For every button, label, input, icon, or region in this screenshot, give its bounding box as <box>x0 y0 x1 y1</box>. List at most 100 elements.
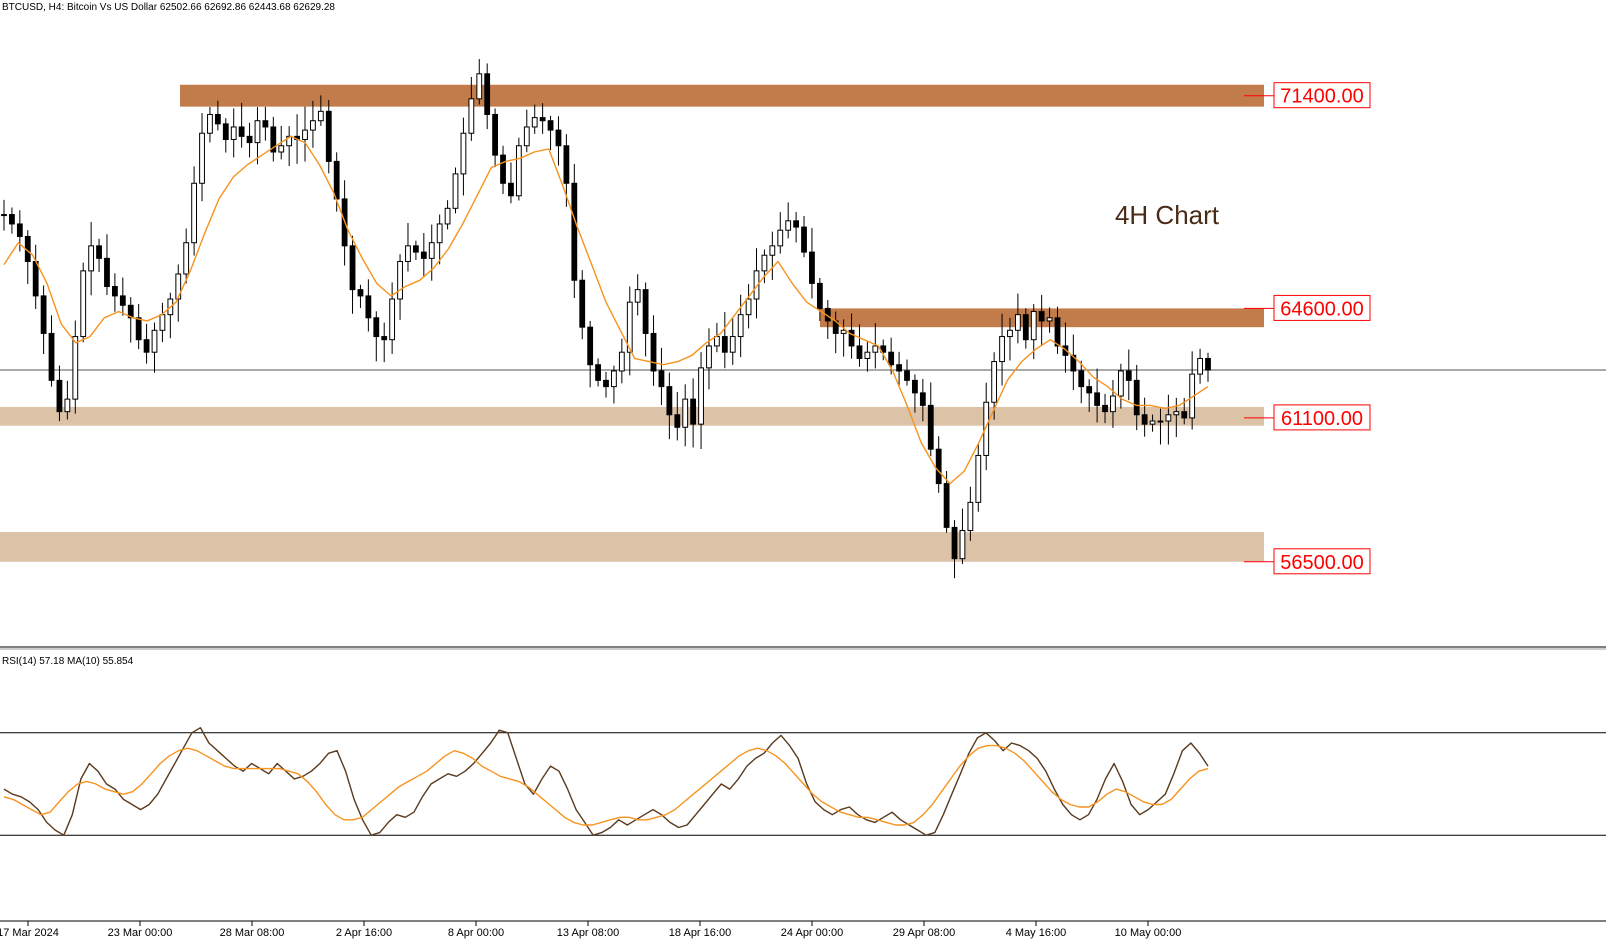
candle-body <box>547 120 554 131</box>
candle-body <box>405 245 411 262</box>
candle <box>80 262 87 343</box>
candle <box>1125 349 1132 401</box>
candle <box>523 109 530 153</box>
candle-body <box>317 110 324 122</box>
zone-resistance-0 <box>180 84 1264 107</box>
candle <box>56 365 63 422</box>
candle-body <box>579 279 586 328</box>
candle-body <box>1133 379 1140 416</box>
candle <box>199 113 205 202</box>
zone-support-2 <box>0 406 1264 426</box>
candle-body <box>492 113 499 156</box>
candle <box>302 106 308 162</box>
candle-body <box>222 123 229 140</box>
candle <box>111 273 118 312</box>
candle-body <box>500 154 506 184</box>
candle-body <box>484 73 491 115</box>
moving-average <box>3 135 1209 485</box>
x-tick-label: 2 Apr 16:00 <box>336 927 392 939</box>
candle-body <box>444 207 451 225</box>
candle-body <box>460 132 467 175</box>
candle-body <box>333 160 340 200</box>
candle-body <box>872 345 879 353</box>
candle <box>405 222 411 272</box>
candle <box>357 284 364 308</box>
candle <box>1157 408 1164 445</box>
x-tick-label: 8 Apr 00:00 <box>448 927 504 939</box>
candle-body <box>539 117 546 122</box>
zone-support-3 <box>0 532 1264 562</box>
candle-body <box>856 345 863 359</box>
candle-body <box>1165 414 1172 422</box>
candle <box>555 116 562 166</box>
candle-body <box>80 270 87 338</box>
candle <box>1086 379 1093 412</box>
candle-body <box>761 254 768 272</box>
candle-body <box>999 336 1005 363</box>
candle <box>1094 368 1101 423</box>
candle <box>397 254 403 320</box>
candle-body <box>706 345 712 369</box>
candle <box>492 108 499 168</box>
candle <box>381 322 388 363</box>
candle <box>1149 414 1156 432</box>
candle-body <box>777 229 784 247</box>
candle-body <box>943 483 950 528</box>
candle <box>531 104 538 134</box>
candle-body <box>848 329 855 347</box>
candle <box>436 214 443 265</box>
candle <box>999 313 1005 386</box>
candle <box>547 115 554 151</box>
candle <box>104 234 110 296</box>
candle-body <box>690 398 697 425</box>
candle <box>840 319 847 357</box>
candle <box>1197 348 1203 384</box>
rsi-lines <box>3 727 1209 836</box>
candle-body <box>959 530 966 560</box>
candle-body <box>1181 411 1188 419</box>
candle <box>777 212 784 254</box>
candle <box>626 286 633 376</box>
candle-body <box>325 110 332 162</box>
candle <box>1102 393 1108 424</box>
candle-body <box>642 289 649 334</box>
candle <box>959 508 966 564</box>
x-tick-label: 17 Mar 2024 <box>0 927 59 939</box>
candle <box>642 282 649 357</box>
candle-body <box>1094 392 1101 406</box>
candle <box>753 248 760 319</box>
candle <box>809 227 815 299</box>
candle-body <box>48 332 55 381</box>
candle-body <box>1149 420 1156 425</box>
candle <box>96 238 102 273</box>
candle <box>500 145 506 194</box>
candle <box>1014 293 1021 344</box>
candle-body <box>785 220 792 231</box>
candle-body <box>9 214 15 225</box>
candle-body <box>951 526 958 560</box>
candle-body <box>88 245 95 272</box>
candle-body <box>56 379 63 413</box>
candle <box>48 315 55 387</box>
candle <box>603 371 609 398</box>
candle <box>737 294 744 358</box>
level-zones <box>0 84 1606 562</box>
candle-body <box>634 289 641 303</box>
candle-body <box>1070 354 1077 372</box>
x-tick-label: 23 Mar 00:00 <box>108 927 173 939</box>
candle <box>793 212 800 243</box>
candle <box>1070 334 1077 391</box>
candle-body <box>111 286 118 297</box>
candle <box>207 107 213 143</box>
candle-body <box>381 336 388 341</box>
candle-body <box>1086 386 1093 394</box>
candle-body <box>801 226 807 253</box>
candle <box>967 486 974 541</box>
x-tick-label: 4 May 16:00 <box>1006 927 1067 939</box>
candle-body <box>1038 311 1045 322</box>
candle-body <box>912 379 918 394</box>
candle-body <box>935 448 942 485</box>
candle-body <box>1102 404 1108 413</box>
